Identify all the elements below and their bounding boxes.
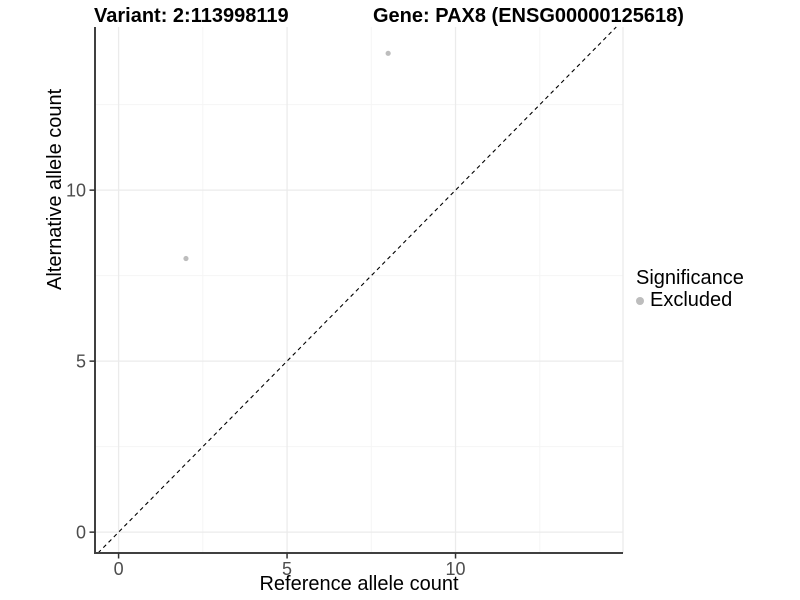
svg-text:10: 10 (446, 559, 466, 579)
svg-text:10: 10 (66, 181, 86, 201)
legend-item-excluded: Excluded (636, 290, 744, 311)
gene-title: Gene: PAX8 (ENSG00000125618) (373, 5, 684, 27)
svg-text:5: 5 (76, 352, 86, 372)
data-points-excluded (183, 50, 391, 262)
legend-item-label: Excluded (650, 289, 733, 311)
tick-marks (89, 189, 457, 559)
svg-text:0: 0 (76, 523, 86, 543)
legend-title: Significance (636, 267, 744, 289)
x-tick-labels: 0 5 10 (114, 559, 466, 579)
major-gridlines (95, 27, 624, 553)
legend: Significance Excluded (636, 268, 744, 311)
y-tick-labels: 0 5 10 (66, 181, 86, 543)
minor-gridlines (95, 27, 623, 553)
x-axis-label: Reference allele count (259, 573, 459, 595)
legend-key-dot-icon (636, 296, 644, 305)
axis-lines (94, 27, 623, 554)
svg-text:5: 5 (282, 559, 292, 579)
svg-text:0: 0 (114, 559, 124, 579)
identity-line (97, 26, 617, 554)
variant-title: Variant: 2:113998119 (94, 5, 289, 27)
